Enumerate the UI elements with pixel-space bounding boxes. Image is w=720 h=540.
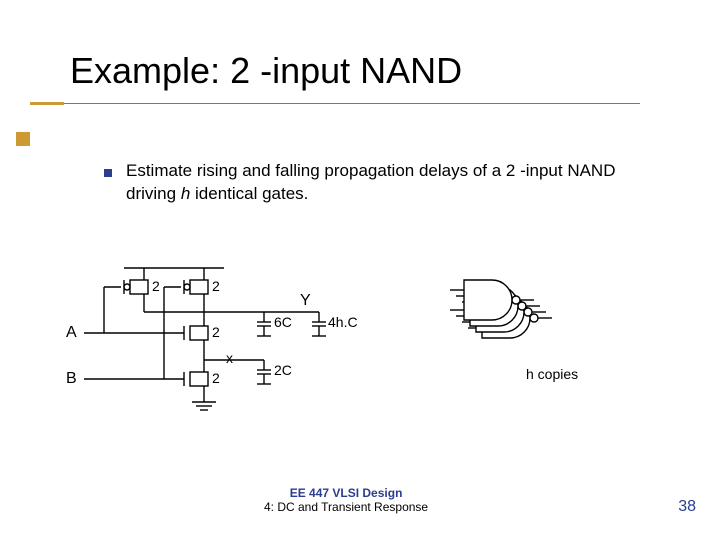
slide-title: Example: 2 -input NAND <box>70 50 462 92</box>
label-input-b: B <box>66 370 77 388</box>
label-pmos-right-w: 2 <box>212 278 220 294</box>
underline-gray-icon <box>64 103 640 104</box>
label-pmos-left-w: 2 <box>152 278 160 294</box>
label-input-a: A <box>66 324 77 342</box>
title-wrap: Example: 2 -input NAND <box>70 50 462 92</box>
label-h-copies: h copies <box>526 366 578 382</box>
title-underline <box>30 102 640 105</box>
bullet-icon <box>104 169 112 177</box>
label-node-x: x <box>226 350 233 366</box>
footer-course: EE 447 VLSI Design 4: DC and Transient R… <box>264 486 428 514</box>
corner-accent-icon <box>16 132 30 146</box>
footer-line2: 4: DC and Transient Response <box>264 500 428 514</box>
circuit-diagram: A B 2 2 2 2 x Y 6C 2C 4h.C <box>64 260 664 440</box>
underline-gold-icon <box>30 102 64 105</box>
label-cap-6c: 6C <box>274 314 292 330</box>
label-cap-4hc: 4h.C <box>328 314 358 330</box>
slide: Example: 2 -input NAND Estimate rising a… <box>0 0 720 540</box>
label-nmos-bot-w: 2 <box>212 370 220 386</box>
bullet-post: identical gates. <box>190 184 308 203</box>
bullet-italic: h <box>181 184 190 203</box>
label-nmos-top-w: 2 <box>212 324 220 340</box>
bullet-text: Estimate rising and falling propagation … <box>126 160 646 206</box>
label-output-y: Y <box>300 292 311 310</box>
footer-line1: EE 447 VLSI Design <box>264 486 428 500</box>
label-cap-2c: 2C <box>274 362 292 378</box>
page-number: 38 <box>678 498 696 516</box>
